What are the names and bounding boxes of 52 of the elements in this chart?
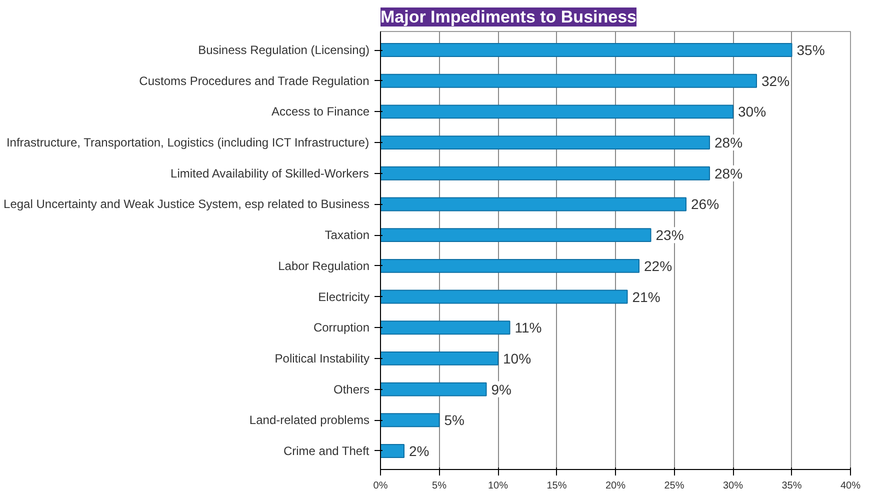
x-tick-label: 10% xyxy=(488,480,508,492)
y-tick-label: Electricity xyxy=(318,290,370,304)
bar xyxy=(380,228,652,242)
data-label: 21% xyxy=(632,288,660,305)
x-tick-label: 15% xyxy=(546,480,567,492)
bar xyxy=(380,74,757,88)
y-tick-label: Labor Regulation xyxy=(278,258,370,273)
data-label: 28% xyxy=(714,134,743,151)
bar xyxy=(380,258,640,273)
data-label: 30% xyxy=(738,104,766,120)
bar xyxy=(380,43,792,57)
x-tick-label: 25% xyxy=(664,480,684,492)
bar xyxy=(380,136,710,150)
y-tick-label: Customs Procedures and Trade Regulation xyxy=(139,74,370,88)
data-label: 35% xyxy=(796,42,825,58)
y-tick-label: Infrastructure, Transportation, Logistics (including ICT Infrastructure) xyxy=(6,136,370,150)
y-tick-label: Crime and Theft xyxy=(283,444,370,458)
y-tick-label: Taxation xyxy=(324,228,370,242)
bar xyxy=(380,290,628,304)
y-tick-label: Land-related problems xyxy=(249,413,370,428)
bar xyxy=(380,320,510,335)
data-label: 11% xyxy=(514,320,542,336)
bar xyxy=(380,166,710,180)
y-tick-label: Others xyxy=(333,382,370,396)
bar xyxy=(380,382,487,396)
data-label: 22% xyxy=(644,258,672,274)
x-tick-label: 5% xyxy=(432,480,447,492)
bar xyxy=(380,197,686,212)
y-tick-label: Business Regulation (Licensing) xyxy=(198,43,370,58)
data-label: 5% xyxy=(444,412,464,428)
y-tick-label: Limited Availability of Skilled-Workers xyxy=(170,166,369,180)
data-label: 28% xyxy=(714,165,743,182)
data-label: 10% xyxy=(503,350,532,366)
data-label: 23% xyxy=(656,227,684,244)
x-tick-label: 0% xyxy=(373,480,388,492)
y-tick-label: Legal Uncertainty and Weak Justice System, esp related to Business xyxy=(4,197,370,212)
data-label: 26% xyxy=(691,196,720,212)
bar xyxy=(380,444,404,458)
x-tick-label: 20% xyxy=(605,480,626,492)
y-tick-label: Corruption xyxy=(313,320,370,335)
bar xyxy=(380,351,498,366)
data-label: 32% xyxy=(762,72,790,89)
chart-title: Major Impediments to Business xyxy=(380,8,636,26)
data-label: 2% xyxy=(409,442,430,459)
x-tick-label: 30% xyxy=(722,480,744,492)
data-label: 9% xyxy=(491,381,512,398)
y-tick-label: Political Instability xyxy=(274,351,370,366)
x-tick-label: 35% xyxy=(782,480,802,492)
x-tick-label: 40% xyxy=(840,480,861,492)
bar xyxy=(380,104,734,119)
bar xyxy=(380,413,440,428)
y-tick-label: Access to Finance xyxy=(271,104,370,119)
